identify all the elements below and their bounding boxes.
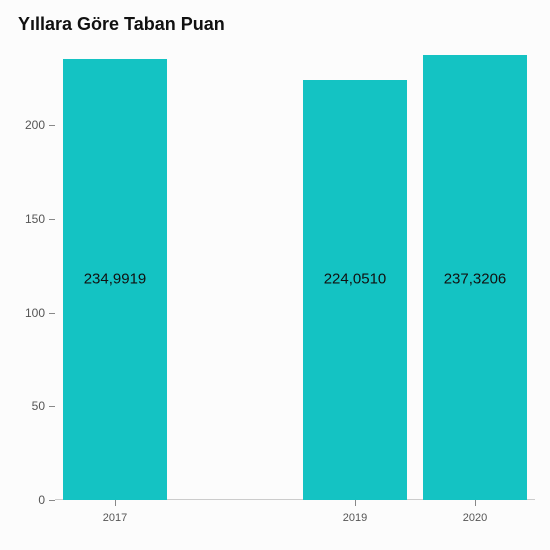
y-tick-label: 200 bbox=[11, 118, 45, 132]
bar-value-label: 234,9919 bbox=[63, 270, 166, 287]
bar: 224,0510 bbox=[303, 80, 406, 500]
y-tick-label: 100 bbox=[11, 306, 45, 320]
y-tick bbox=[49, 219, 55, 220]
chart-title: Yıllara Göre Taban Puan bbox=[18, 14, 225, 35]
y-tick bbox=[49, 125, 55, 126]
bar-value-label: 224,0510 bbox=[303, 270, 406, 287]
y-tick bbox=[49, 313, 55, 314]
x-tick bbox=[355, 500, 356, 506]
y-tick bbox=[49, 500, 55, 501]
x-tick-label: 2017 bbox=[103, 512, 127, 524]
bar-value-label: 237,3206 bbox=[423, 270, 526, 287]
x-tick bbox=[115, 500, 116, 506]
x-tick bbox=[475, 500, 476, 506]
bar: 237,3206 bbox=[423, 55, 526, 500]
bar: 234,9919 bbox=[63, 59, 166, 500]
y-tick-label: 50 bbox=[11, 399, 45, 413]
x-tick-label: 2019 bbox=[343, 512, 367, 524]
y-tick-label: 150 bbox=[11, 212, 45, 226]
y-tick bbox=[49, 406, 55, 407]
chart-plot-area: 050100150200234,99192017224,05102019237,… bbox=[55, 50, 535, 500]
x-tick-label: 2020 bbox=[463, 512, 487, 524]
y-tick-label: 0 bbox=[11, 493, 45, 507]
